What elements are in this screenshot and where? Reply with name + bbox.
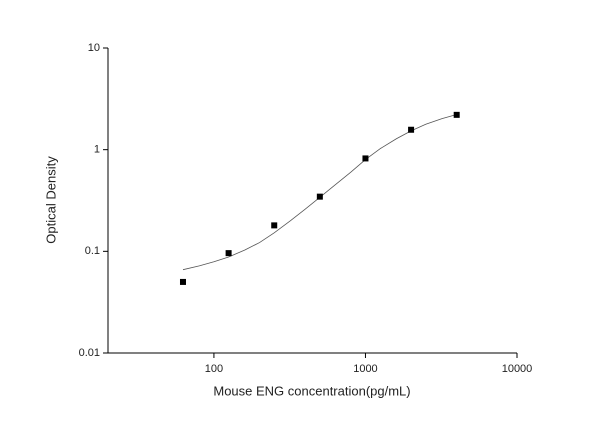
data-point xyxy=(316,193,323,200)
x-tick-label: 1000 xyxy=(353,363,377,375)
y-axis-title: Optical Density xyxy=(43,156,58,244)
data-point xyxy=(179,278,186,285)
data-point xyxy=(408,126,415,133)
y-tick-label: 10 xyxy=(88,42,100,54)
y-tick-label: 1 xyxy=(94,144,100,156)
x-axis-title: Mouse ENG concentration(pg/mL) xyxy=(213,383,410,398)
data-point xyxy=(362,155,369,162)
y-tick-label: 0.01 xyxy=(79,347,100,359)
data-point xyxy=(271,222,278,229)
data-point xyxy=(453,111,460,118)
fit-curve xyxy=(182,114,457,271)
y-tick-label: 0.1 xyxy=(85,245,100,257)
x-tick-label: 100 xyxy=(205,363,223,375)
x-tick-label: 10000 xyxy=(502,363,533,375)
data-point xyxy=(225,250,232,257)
